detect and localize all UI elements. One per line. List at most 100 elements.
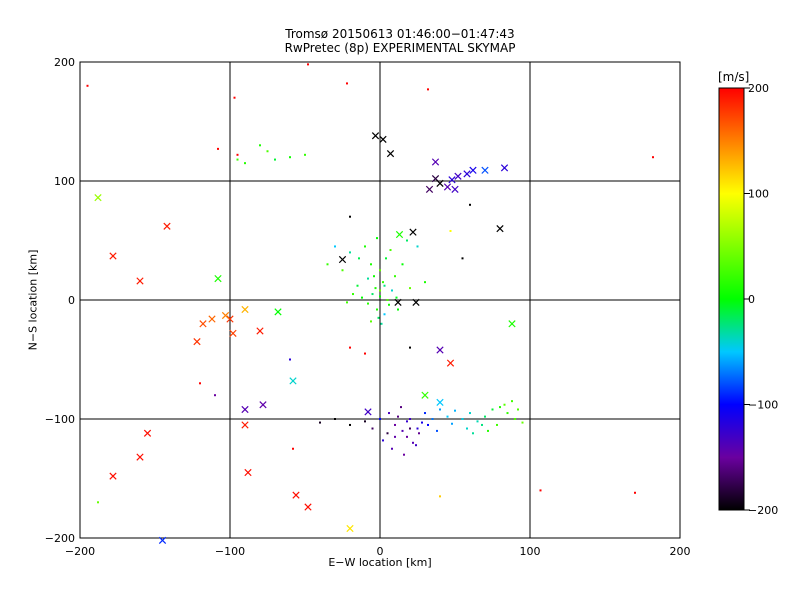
data-point [499,406,501,409]
data-point [334,245,336,248]
data-point [214,394,216,397]
cross-marker [463,170,471,178]
data-point [496,423,498,426]
data-point [367,277,369,280]
data-point [371,293,374,296]
data-point [431,418,434,420]
data-point [403,453,405,456]
colorbar: −200 −100 0 100 200 [718,82,778,517]
cross-marker [109,252,117,260]
data-point [86,84,89,87]
cross-marker [508,320,516,328]
data-point [491,408,494,411]
data-point [383,313,386,316]
cross-marker [163,222,171,230]
data-point [388,412,390,415]
data-point [481,423,483,426]
data-point [511,400,513,403]
cross-marker [394,298,402,307]
data-point [395,296,398,299]
cross-marker [421,391,429,399]
cross-marker [304,503,312,511]
cross-marker [244,468,252,477]
cross-marker [500,164,509,172]
plot-area [79,61,681,539]
data-point [364,245,366,248]
data-point [370,320,372,323]
data-point [346,301,348,304]
data-point [304,153,306,156]
data-point [382,439,384,442]
cross-marker [109,472,117,480]
cross-marker [496,224,504,233]
data-point [199,382,201,385]
data-point [427,88,429,91]
cross-marker [469,166,477,174]
data-point [377,316,380,319]
data-point [236,158,239,161]
cross-marker [346,524,354,533]
data-point [397,415,399,418]
data-point [352,293,354,296]
data-point [391,447,393,450]
cross-marker [274,308,282,316]
cross-marker [193,338,201,346]
y-tick-label: 200 [54,56,75,69]
data-point [367,302,369,305]
data-point [385,257,387,260]
cross-marker [379,135,387,143]
data-marks [86,63,654,545]
data-point [427,423,429,426]
data-point [476,420,479,423]
x-tick-label: 100 [520,545,541,558]
x-tick-label: −100 [215,545,245,558]
data-point [326,263,329,266]
colorbar-tick-label: 100 [748,188,769,201]
cross-marker [395,230,404,239]
colorbar-tick-label: 200 [748,82,769,95]
data-point [446,415,449,418]
data-point [386,299,389,301]
data-point [389,249,392,252]
cross-marker [94,194,102,202]
data-point [379,295,381,298]
data-point [349,215,351,218]
data-point [409,427,411,430]
axes: −200 −100 0 100 200 −200 −100 0 100 200 [45,56,691,558]
data-point [487,429,489,432]
data-point [401,263,404,266]
data-point [454,409,456,412]
cross-marker [292,491,300,499]
colorbar-tick-label: −100 [748,399,778,412]
data-point [469,203,471,206]
data-point [388,303,390,306]
data-point [461,257,464,260]
data-point [97,501,99,504]
data-point [376,308,378,311]
cross-marker [425,185,434,193]
data-point [379,269,381,272]
cross-marker [241,305,249,314]
cross-marker [448,176,456,184]
data-point [514,418,516,420]
cross-marker [226,315,234,323]
cross-marker [364,408,372,416]
data-point [364,420,366,423]
cross-marker [446,359,455,367]
data-point [466,427,468,430]
colorbar-gradient [718,87,745,511]
cross-marker [229,329,237,337]
cross-marker [289,377,297,385]
cross-marker [241,421,249,429]
data-point [391,289,393,292]
data-point [361,296,363,299]
data-point [418,432,420,435]
cross-marker [256,327,264,335]
data-point [370,263,372,266]
cross-marker [451,185,459,193]
data-point [292,447,294,450]
data-point [341,269,344,272]
data-point [334,418,336,420]
data-point [424,412,426,415]
